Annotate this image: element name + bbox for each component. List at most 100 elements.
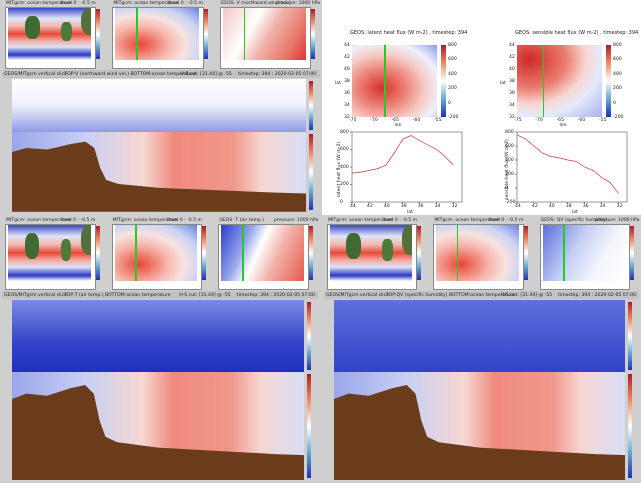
x-tick-label: -60	[577, 118, 586, 123]
map-ylabel: lat	[500, 81, 506, 86]
slice-title: GEOS/MITgcm vertical slice	[4, 292, 67, 298]
map-image	[8, 8, 92, 60]
y-tick-label: 400	[340, 164, 349, 170]
y-tick-label: 200	[340, 182, 349, 187]
cut-line	[384, 45, 386, 117]
slice-cut: H-S cut: [31.44] @ -55	[500, 292, 553, 298]
y-tick-label: 600	[340, 147, 349, 152]
y-tick-label: 800	[340, 129, 349, 135]
slice-atmosphere	[12, 300, 304, 372]
map-image	[114, 225, 198, 281]
flux-title: GEOS: latent heat flux (W m-2) , timeste…	[350, 30, 468, 36]
map-level: pressure: 1000 hPa	[274, 218, 319, 223]
y-tick-label: 34	[344, 103, 350, 108]
map-level: pressure: 1000 hPa	[595, 218, 640, 223]
line-xlabel: lat	[572, 210, 578, 215]
cut-line	[542, 45, 544, 117]
colorbar	[203, 9, 208, 59]
x-tick-label: 44	[515, 204, 521, 209]
x-tick-label: -55	[599, 118, 607, 123]
y-tick-label: 0	[340, 199, 343, 205]
y-tick-label: 36	[509, 91, 515, 96]
y-tick-label: 40	[509, 67, 515, 72]
y-tick-label: 600	[505, 143, 514, 149]
y-tick-label: 42	[344, 55, 350, 60]
x-tick-label: -70	[370, 118, 378, 123]
x-tick-label: 36	[417, 204, 424, 209]
map-level: level 0 : -0.5 m	[488, 218, 524, 223]
colorbar	[628, 374, 632, 478]
slice-timestep: timestep: 394 : 2020-02-05 07:00	[238, 71, 317, 77]
flux-line	[516, 134, 619, 194]
map-image	[436, 225, 519, 281]
colorbar-tick-label: 600	[613, 57, 622, 63]
colorbar	[441, 45, 446, 117]
topography	[12, 141, 306, 212]
y-tick-label: 32	[509, 115, 515, 120]
x-tick-label: 44	[350, 204, 356, 209]
line-xlabel: lat	[407, 210, 413, 215]
map-title: MITgcm: ocean temperature	[112, 218, 178, 223]
colorbar-tick-label: 200	[448, 86, 457, 92]
x-tick-label: -75	[349, 118, 357, 123]
colorbar	[307, 302, 311, 370]
slice-description: TOP:T (air temp.) BOTTOM:ocean temperatu…	[64, 292, 171, 298]
plot-frame	[516, 131, 628, 203]
map-image	[115, 8, 199, 60]
map-level: pressure: 1000 hPa	[275, 1, 320, 6]
x-tick-label: -55	[434, 118, 442, 123]
map-level: level 0 : -0.5 m	[60, 218, 96, 223]
map-title: GEOS: T (air temp.)	[219, 218, 265, 223]
colorbar	[311, 9, 315, 59]
map-title: MITgcm: ocean temperature	[113, 1, 179, 6]
colorbar-tick-label: -200	[613, 115, 624, 120]
colorbar	[309, 81, 313, 131]
slice-atmosphere	[334, 300, 625, 372]
map-title: GEOS: QV (specific humidity)	[540, 218, 608, 223]
map-title: MITgcm: ocean temperature	[328, 218, 394, 223]
cut-line	[563, 225, 565, 281]
slice-description: TOP:QV (specific humidity) BOTTOM:ocean …	[385, 292, 515, 298]
map-level: level 0 : -0.5 m	[168, 1, 204, 6]
y-tick-label: 38	[344, 79, 350, 84]
topography	[12, 384, 304, 480]
map-image	[542, 225, 625, 281]
colorbar	[606, 45, 611, 117]
y-tick-label: 40	[344, 67, 350, 72]
map-title: MITgcm: ocean temperature	[6, 218, 72, 223]
flux-map	[352, 45, 437, 117]
y-tick-label: 0	[505, 185, 508, 191]
colorbar	[307, 374, 311, 478]
colorbar-tick-label: 600	[448, 57, 457, 63]
map-xlabel: lon	[394, 123, 402, 128]
map-level: level 0 : -0.5 m	[382, 218, 418, 223]
x-tick-label: 38	[400, 204, 407, 209]
cut-line	[135, 225, 137, 281]
y-tick-label: 38	[509, 79, 515, 84]
slice-timestep: timestep: 394 : 2020-02-05 07:00	[236, 292, 315, 298]
slice-timestep: timestep: 394 : 2020-02-05 07:00	[558, 292, 637, 298]
colorbar	[630, 226, 634, 280]
colorbar-tick-label: 0	[613, 100, 616, 106]
slice-cut: H-S cut: [31.44] @ -55	[179, 292, 231, 298]
y-tick-label: 200	[505, 171, 514, 177]
flux-line	[351, 135, 454, 174]
x-tick-label: -65	[556, 118, 565, 123]
topography	[334, 384, 625, 480]
map-image	[221, 225, 304, 281]
colorbar	[96, 9, 101, 59]
colorbar	[309, 226, 313, 280]
y-tick-label: 44	[344, 43, 350, 48]
x-tick-label: 32	[616, 204, 623, 209]
y-tick-label: 44	[509, 43, 515, 48]
colorbar	[309, 134, 313, 210]
x-tick-label: 40	[383, 204, 390, 209]
y-tick-label: 800	[505, 129, 514, 135]
colorbar	[523, 226, 528, 280]
slice-header	[324, 291, 639, 299]
x-tick-label: -70	[535, 118, 543, 123]
colorbar-tick-label: 200	[613, 86, 622, 92]
y-tick-label: 36	[344, 91, 350, 96]
